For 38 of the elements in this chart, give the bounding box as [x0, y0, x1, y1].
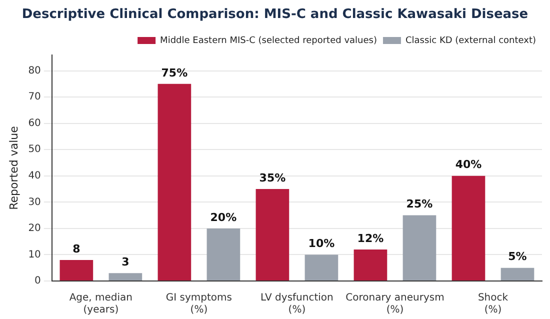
bar — [402, 215, 436, 280]
y-tick-label: 20 — [28, 223, 41, 234]
y-tick-label: 0 — [34, 276, 41, 287]
data-label: 5% — [508, 250, 527, 264]
y-tick-label: 80 — [28, 65, 41, 76]
bar — [354, 249, 388, 280]
data-label: 20% — [210, 210, 237, 224]
y-tick-label: 50 — [28, 144, 41, 156]
x-tick-label: Age, median (years) — [69, 292, 133, 316]
legend-label: Middle Eastern MIS-C (selected reported values) — [160, 36, 377, 46]
data-label: 10% — [308, 237, 335, 250]
x-tick-label: Coronary aneurysm (%) — [346, 292, 444, 316]
bar — [60, 260, 94, 280]
data-label: 3 — [122, 255, 130, 268]
data-label: 12% — [357, 232, 384, 245]
bar — [256, 189, 290, 280]
data-label: 35% — [259, 171, 286, 184]
y-axis-title: Reported value — [7, 126, 20, 210]
data-label: 75% — [161, 66, 188, 80]
y-tick-label: 70 — [28, 92, 41, 103]
chart-title: Descriptive Clinical Comparison: MIS-C and Classic Kawasaki Disease — [20, 6, 530, 24]
bar — [304, 254, 338, 280]
y-tick-label: 10 — [28, 249, 41, 260]
y-tick-label: 30 — [28, 196, 41, 208]
data-label: 40% — [455, 158, 482, 172]
x-tick-label: LV dysfunction (%) — [260, 292, 334, 316]
data-label: 25% — [406, 198, 433, 211]
legend-label: Classic KD (external context) — [405, 36, 536, 46]
y-tick-label: 40 — [28, 170, 41, 182]
bar — [108, 273, 142, 280]
bar — [206, 228, 240, 280]
bar — [452, 176, 486, 280]
data-label: 8 — [72, 242, 80, 256]
bar — [500, 268, 534, 280]
bar — [158, 84, 192, 280]
x-tick-label: GI symptoms (%) — [166, 292, 232, 316]
x-tick-label: Shock (%) — [478, 292, 508, 316]
y-tick-label: 60 — [28, 118, 41, 129]
